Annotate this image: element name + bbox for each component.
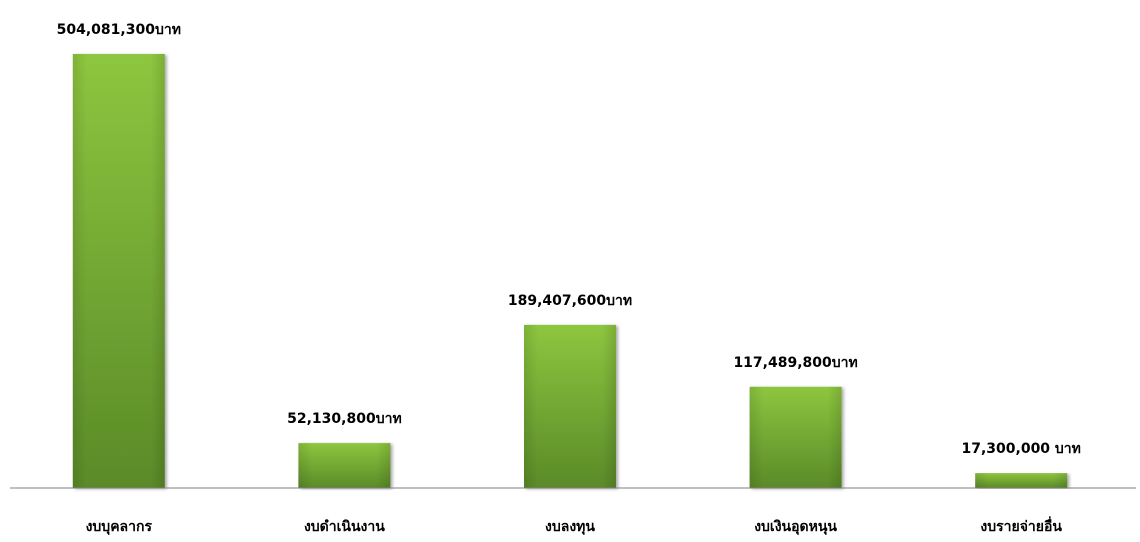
bar-group (298, 443, 391, 488)
data-label: 189,407,600บาท (508, 293, 632, 309)
category-label: งบเงินอุดหนุน (754, 519, 837, 535)
data-label: 504,081,300บาท (57, 22, 181, 38)
bar-shading (524, 324, 616, 488)
bar-shading (749, 386, 842, 488)
data-label: 117,489,800บาท (733, 355, 857, 371)
bar-group (975, 473, 1068, 488)
category-label: งบบุคลากร (86, 519, 153, 535)
bar-shading (975, 473, 1068, 488)
category-label: งบรายจ่ายอื่น (980, 516, 1062, 535)
bars-layer (72, 54, 1068, 488)
bar-shading (72, 54, 165, 488)
data-label: 17,300,000 บาท (961, 441, 1080, 457)
category-label: งบดำเนินงาน (304, 519, 385, 535)
bar-shading (298, 443, 391, 488)
bar-group (524, 324, 616, 488)
category-label: งบลงทุน (545, 519, 595, 535)
bar-group (72, 54, 165, 488)
data-label: 52,130,800บาท (287, 411, 402, 427)
bar-group (749, 386, 842, 488)
